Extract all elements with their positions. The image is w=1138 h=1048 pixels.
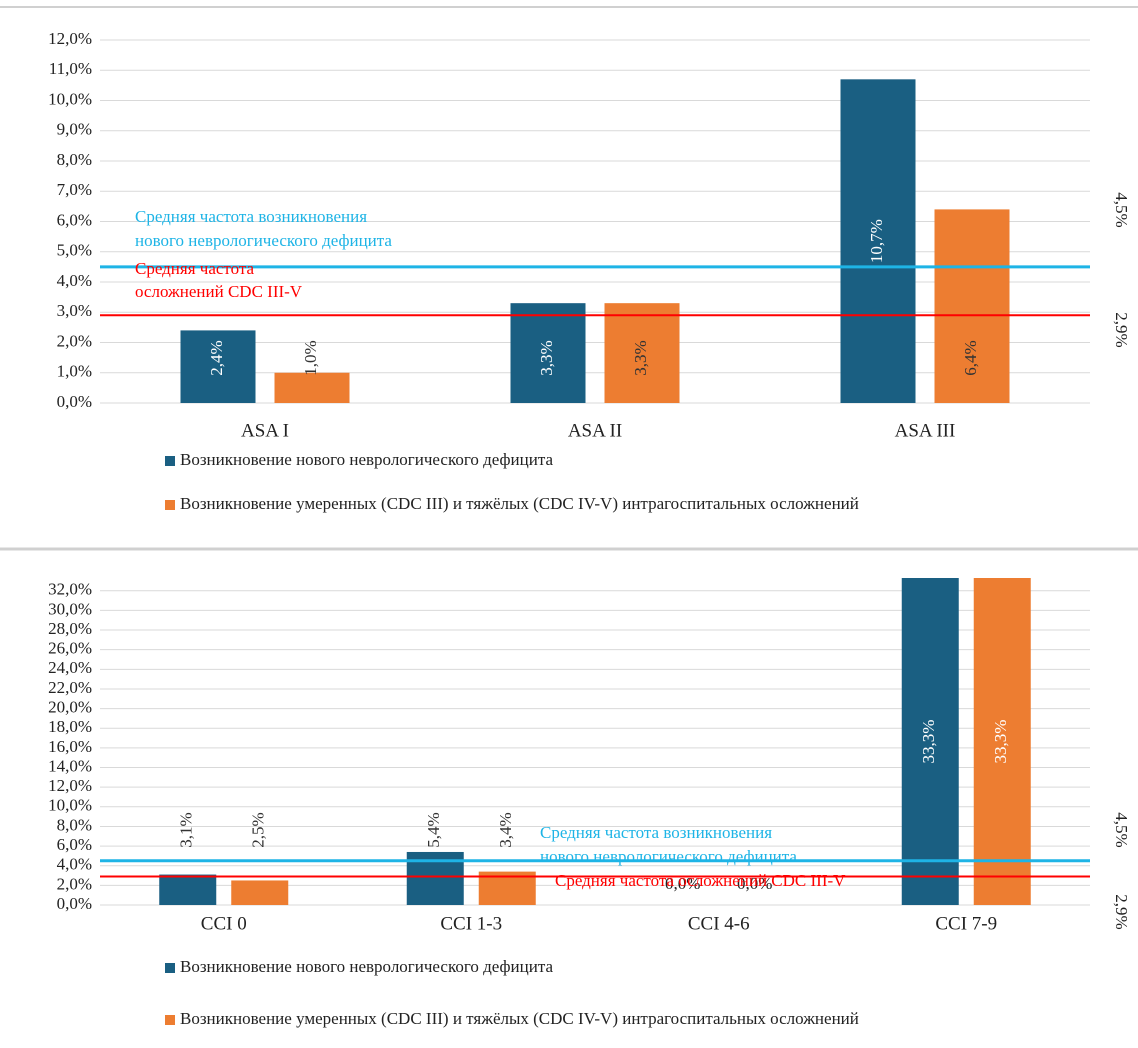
data-label: 3,3% xyxy=(631,340,650,375)
data-label: 1,0% xyxy=(301,340,320,375)
data-label: 3,1% xyxy=(177,812,196,847)
data-label: 2,4% xyxy=(207,340,226,375)
bar xyxy=(180,330,256,403)
x-tick-label: ASA I xyxy=(241,420,289,441)
reference-label: осложнений CDC III-V xyxy=(135,282,303,301)
bar xyxy=(604,303,680,403)
y-tick-label: 22,0% xyxy=(48,678,92,697)
reference-value-label: 2,9% xyxy=(1112,894,1131,929)
x-tick-label: CCI 4-6 xyxy=(688,913,750,934)
bar xyxy=(274,372,350,403)
x-tick-label: CCI 7-9 xyxy=(935,913,997,934)
y-tick-label: 8,0% xyxy=(57,815,92,834)
reference-label: Средняя частота осложнений CDC III-V xyxy=(555,871,846,890)
bar xyxy=(231,880,289,905)
y-tick-label: 10,0% xyxy=(48,89,92,108)
data-label: 3,4% xyxy=(496,812,515,847)
data-label: 33,3% xyxy=(919,720,938,764)
bar xyxy=(159,874,217,905)
data-label: 10,7% xyxy=(867,219,886,263)
reference-value-label: 4,5% xyxy=(1112,192,1131,227)
legend-swatch xyxy=(165,1015,175,1025)
bar xyxy=(840,79,916,403)
x-tick-label: ASA II xyxy=(568,420,622,441)
y-tick-label: 1,0% xyxy=(57,362,92,381)
reference-label: Средняя частота возникновения xyxy=(540,823,772,842)
y-tick-label: 30,0% xyxy=(48,599,92,618)
y-tick-label: 28,0% xyxy=(48,619,92,638)
bar xyxy=(934,209,1010,403)
y-tick-label: 18,0% xyxy=(48,717,92,736)
reference-label: Средняя частота xyxy=(135,259,255,278)
y-tick-label: 32,0% xyxy=(48,580,92,599)
y-tick-label: 12,0% xyxy=(48,29,92,48)
legend-swatch xyxy=(165,456,175,466)
legend-swatch xyxy=(165,500,175,510)
reference-label: нового неврологического дефицита xyxy=(540,847,797,866)
data-label: 3,3% xyxy=(537,340,556,375)
y-tick-label: 20,0% xyxy=(48,698,92,717)
y-tick-label: 4,0% xyxy=(57,855,92,874)
y-tick-label: 2,0% xyxy=(57,331,92,350)
y-tick-label: 10,0% xyxy=(48,796,92,815)
legend-label: Возникновение умеренных (CDC III) и тяжё… xyxy=(180,1009,859,1028)
data-label: 33,3% xyxy=(991,720,1010,764)
y-tick-label: 24,0% xyxy=(48,658,92,677)
y-tick-label: 0,0% xyxy=(57,894,92,913)
y-tick-label: 26,0% xyxy=(48,639,92,658)
y-tick-label: 11,0% xyxy=(49,59,92,78)
reference-label: Средняя частота возникновения xyxy=(135,207,367,226)
y-tick-label: 14,0% xyxy=(48,756,92,775)
y-tick-label: 4,0% xyxy=(57,271,92,290)
y-tick-label: 7,0% xyxy=(57,180,92,199)
bar xyxy=(973,578,1031,905)
reference-label: нового неврологического дефицита xyxy=(135,231,392,250)
data-label: 0,0% xyxy=(665,874,700,893)
y-tick-label: 8,0% xyxy=(57,150,92,169)
y-tick-label: 3,0% xyxy=(57,301,92,320)
y-tick-label: 5,0% xyxy=(57,241,92,260)
y-tick-label: 16,0% xyxy=(48,737,92,756)
legend-label: Возникновение нового неврологического де… xyxy=(180,957,553,976)
data-label: 2,5% xyxy=(249,812,268,847)
bar xyxy=(510,303,586,403)
y-tick-label: 9,0% xyxy=(57,120,92,139)
y-tick-label: 0,0% xyxy=(57,392,92,411)
data-label: 0,0% xyxy=(737,874,772,893)
reference-value-label: 2,9% xyxy=(1112,312,1131,347)
bar xyxy=(901,578,959,905)
y-tick-label: 6,0% xyxy=(57,210,92,229)
reference-value-label: 4,5% xyxy=(1112,812,1131,847)
y-tick-label: 12,0% xyxy=(48,776,92,795)
legend-label: Возникновение нового неврологического де… xyxy=(180,450,553,469)
data-label: 5,4% xyxy=(424,812,443,847)
legend-label: Возникновение умеренных (CDC III) и тяжё… xyxy=(180,494,859,513)
x-tick-label: CCI 1-3 xyxy=(440,913,502,934)
data-label: 6,4% xyxy=(961,340,980,375)
y-tick-label: 2,0% xyxy=(57,874,92,893)
legend-swatch xyxy=(165,963,175,973)
y-tick-label: 6,0% xyxy=(57,835,92,854)
x-tick-label: CCI 0 xyxy=(201,913,247,934)
x-tick-label: ASA III xyxy=(895,420,956,441)
